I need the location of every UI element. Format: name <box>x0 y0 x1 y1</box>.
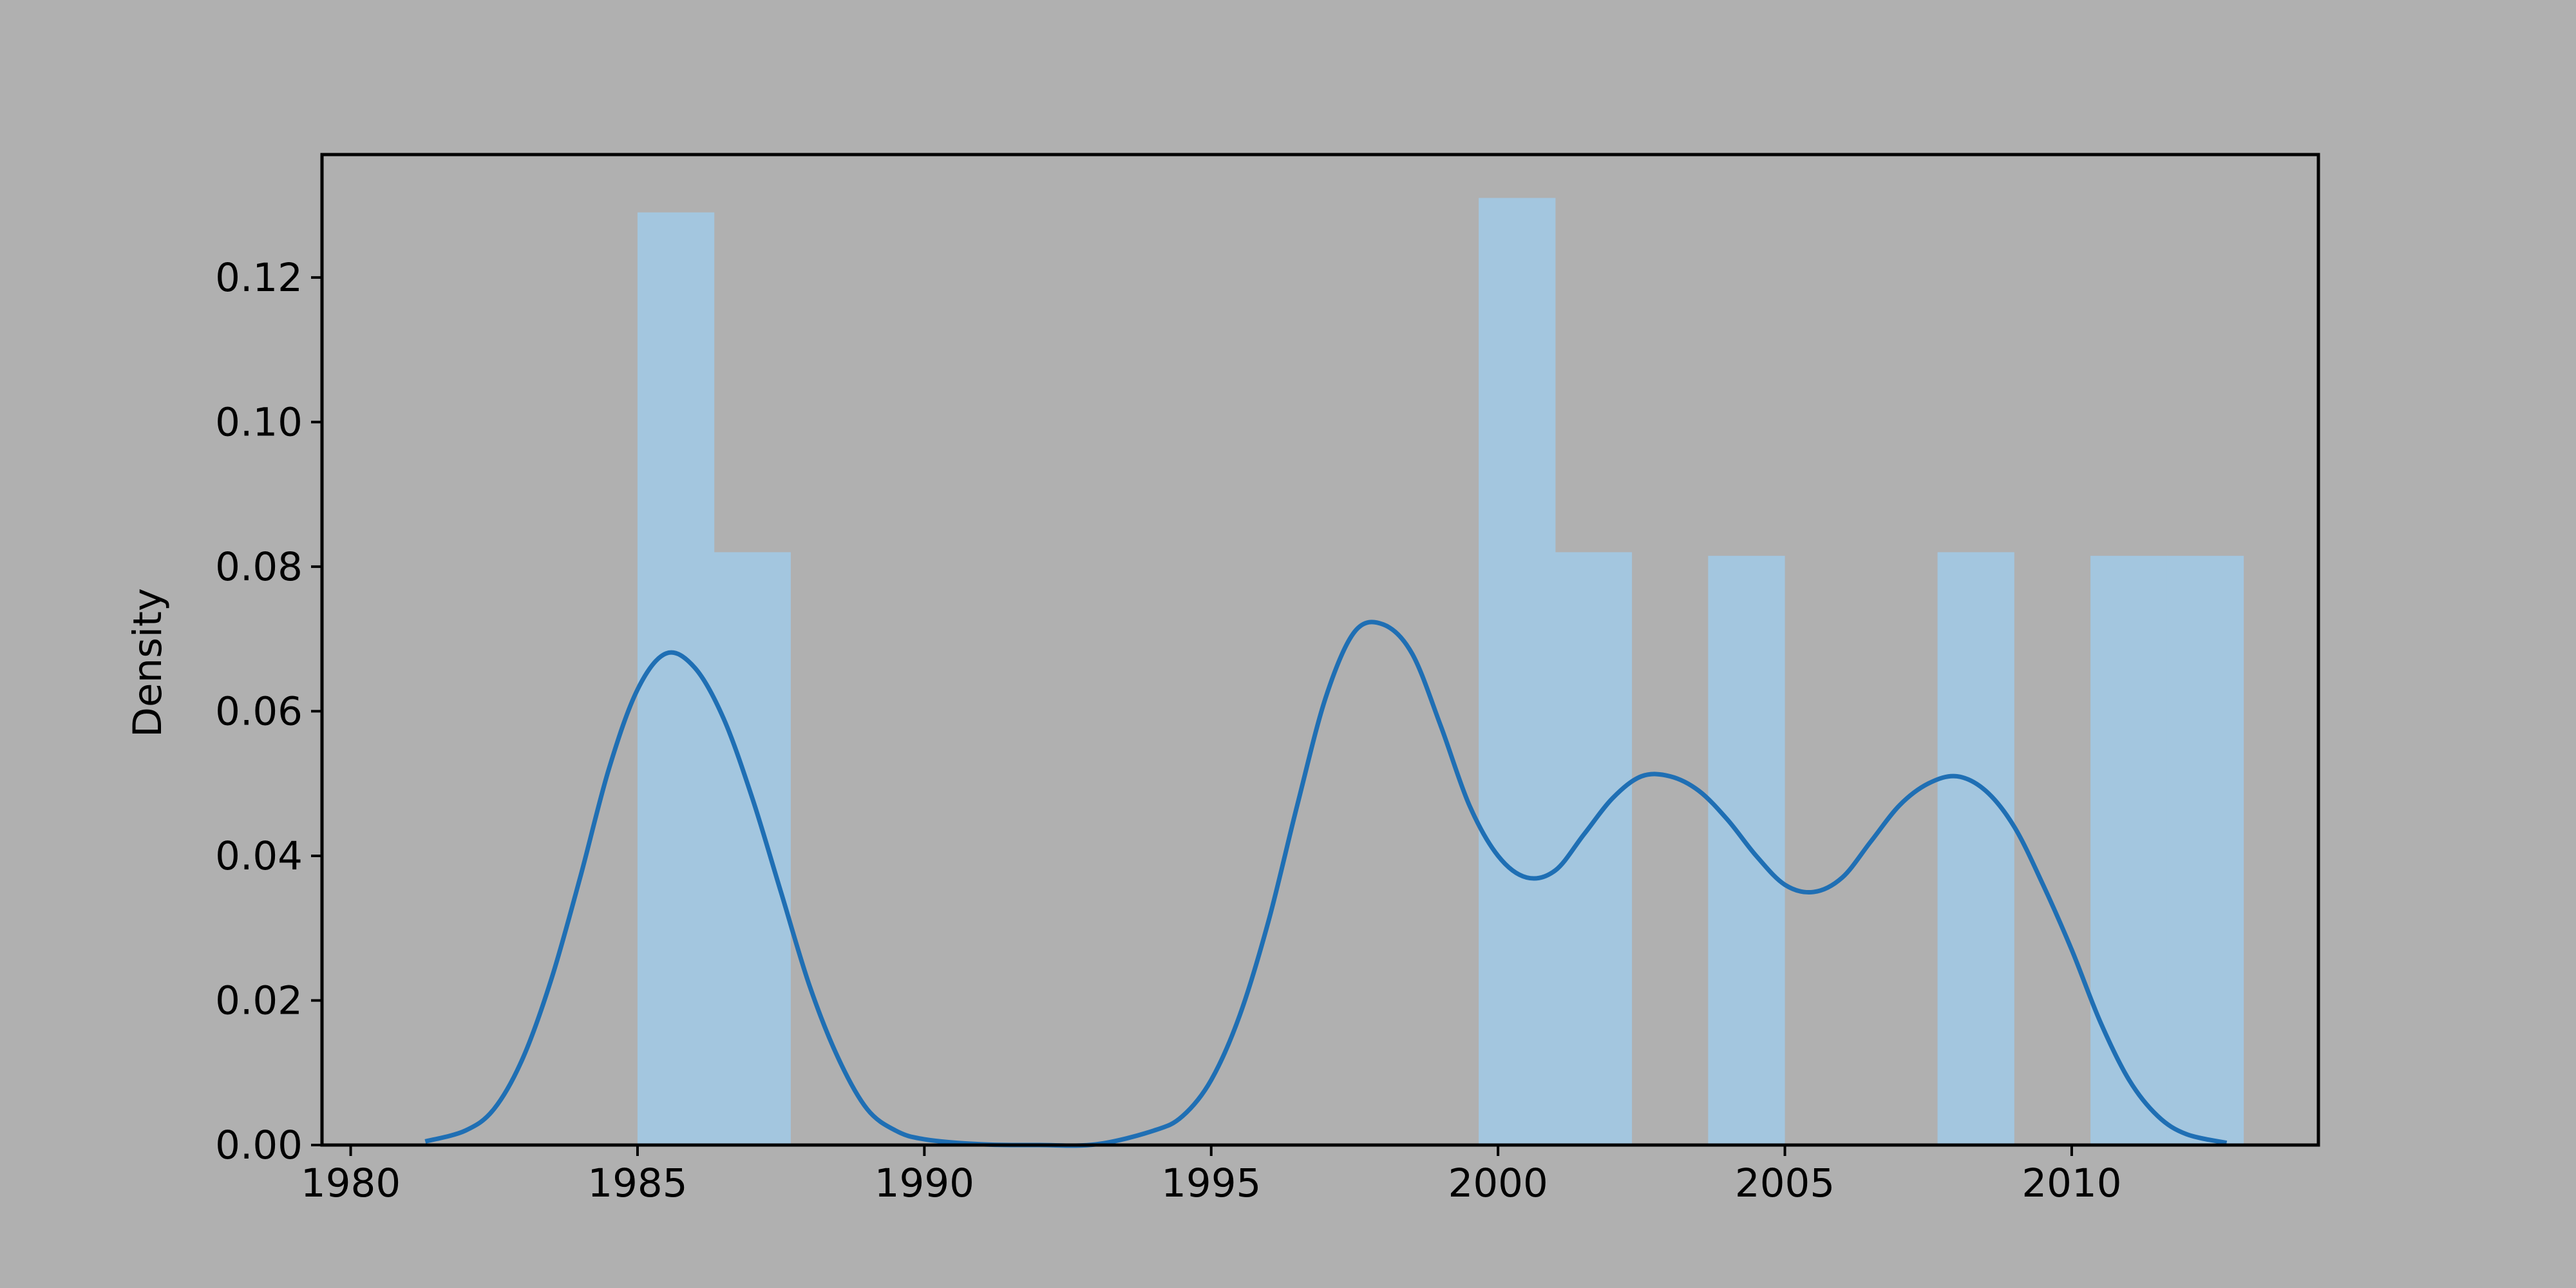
x-tick-label: 1980 <box>301 1160 401 1206</box>
y-tick-label: 0.06 <box>215 688 303 734</box>
histogram-bars <box>637 198 2244 1146</box>
y-axis-ticks: 0.00 0.02 0.04 0.06 0.08 0.10 0.12 <box>215 255 322 1168</box>
x-tick-label: 1985 <box>587 1160 687 1206</box>
y-axis-label: Density <box>125 588 171 737</box>
x-tick-label: 2000 <box>1448 1160 1548 1206</box>
x-axis-ticks: 1980 1985 1990 1995 2000 2005 2010 <box>301 1145 2122 1206</box>
x-tick-label: 1995 <box>1161 1160 1261 1206</box>
y-tick-label: 0.02 <box>215 978 303 1023</box>
histogram-bar <box>1555 552 1633 1145</box>
x-tick-label: 2005 <box>1735 1160 1835 1206</box>
y-tick-label: 0.08 <box>215 544 303 590</box>
y-tick-label: 0.04 <box>215 833 303 879</box>
axes-frame <box>320 153 2320 1147</box>
histogram-bar <box>1937 552 2014 1145</box>
histogram-bar <box>714 552 791 1145</box>
x-tick-label: 2010 <box>2022 1160 2121 1206</box>
histogram-bar <box>1708 556 1785 1145</box>
y-tick-label: 0.12 <box>215 255 303 301</box>
x-tick-label: 1990 <box>875 1160 974 1206</box>
kde-curve-layer <box>424 620 2228 1148</box>
histogram-bar <box>1479 198 1556 1145</box>
y-tick-label: 0.00 <box>215 1122 303 1168</box>
histogram-bar <box>2166 556 2244 1145</box>
y-tick-label: 0.10 <box>215 399 303 445</box>
kde-line <box>424 620 2228 1148</box>
histogram-bar <box>2090 556 2168 1145</box>
